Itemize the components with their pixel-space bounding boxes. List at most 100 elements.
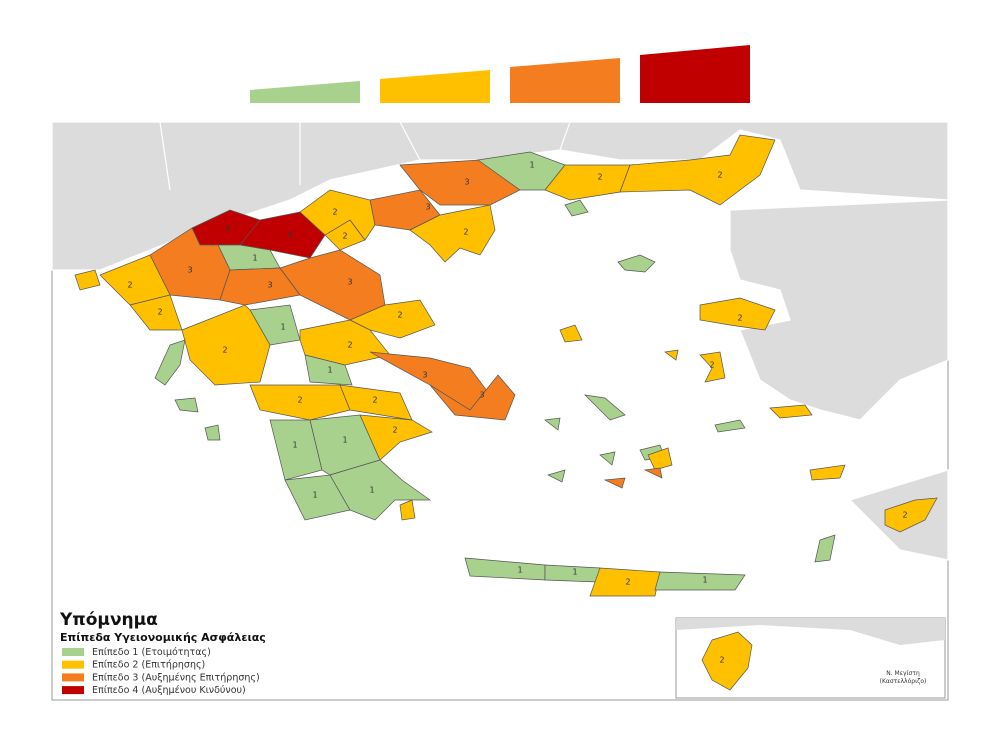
level-bars [250, 45, 750, 103]
legend-swatch [62, 686, 84, 695]
region-label: 1 [252, 254, 257, 263]
region-label: 2 [719, 656, 724, 665]
region-label: 1 [369, 486, 374, 495]
region-label: 2 [463, 228, 468, 237]
region-label: 3 [187, 266, 192, 275]
island [584, 394, 626, 421]
region-label: 2 [127, 281, 132, 290]
island [643, 467, 663, 479]
region-label: 4 [225, 224, 230, 233]
region-label: 2 [347, 341, 352, 350]
region [409, 204, 496, 263]
region-label: 2 [625, 578, 630, 587]
inset: 2 Ν. Μεγίστη (Καστελλόριζο) [675, 617, 946, 699]
island [547, 469, 566, 483]
legend: Υπόμνημα Επίπεδα Υγειονομικής Ασφάλειας … [59, 610, 266, 696]
region-label: 2 [397, 311, 402, 320]
legend-title: Υπόμνημα [59, 610, 158, 630]
legend-label: Επίπεδο 3 (Αυξημένης Επιτήρησης) [92, 672, 260, 683]
region [619, 134, 776, 206]
region-label: 1 [312, 491, 317, 500]
island [399, 499, 416, 521]
region-label: 1 [517, 566, 522, 575]
island [174, 397, 199, 413]
island [599, 451, 616, 466]
region [181, 304, 271, 386]
region-label: 2 [709, 361, 714, 370]
region [329, 459, 432, 521]
legend-swatch [62, 648, 84, 656]
island [603, 477, 626, 489]
region-label: 2 [717, 171, 722, 180]
island [559, 324, 583, 343]
land [676, 618, 945, 645]
regions: 4 4 1 3 2 2 3 3 2 3 3 1 2 2 2 2 2 1 2 2 1 3 3 2 2 1 1 1 1 2 1 1 2 1 2 2 2 [99, 134, 938, 597]
region-label: 2 [342, 232, 347, 241]
region [299, 319, 391, 366]
legend-label: Επίπεδο 4 (Αυξημένου Κινδύνου) [92, 685, 246, 696]
region-label: 1 [702, 576, 707, 585]
region-label: 3 [464, 178, 469, 187]
island [544, 417, 561, 431]
region [359, 414, 433, 461]
region-label: 2 [297, 396, 302, 405]
region [299, 189, 376, 241]
island [564, 199, 589, 217]
legend-label: Επίπεδο 1 (Ετοιμότητας) [92, 647, 211, 658]
level-bar [380, 70, 490, 103]
region-label: 1 [280, 323, 285, 332]
island [617, 254, 656, 273]
region [589, 567, 661, 597]
region [219, 267, 301, 306]
border [159, 121, 171, 191]
region [249, 384, 351, 421]
region [654, 571, 746, 591]
level-bar [510, 58, 620, 103]
island [74, 269, 101, 291]
region-label: 1 [529, 161, 534, 170]
region-label: 3 [347, 278, 352, 287]
region-label: 2 [392, 426, 397, 435]
region-label: 2 [222, 346, 227, 355]
region-label: 2 [157, 308, 162, 317]
region-label: 1 [327, 366, 332, 375]
legend-subtitle: Επίπεδα Υγειονομικής Ασφάλειας [60, 631, 266, 644]
region-label: 2 [372, 396, 377, 405]
border [399, 121, 421, 161]
region-label: 3 [479, 391, 484, 400]
region-label: 1 [292, 441, 297, 450]
region [884, 497, 938, 533]
region [304, 354, 353, 386]
island [154, 339, 186, 386]
border [559, 121, 571, 151]
region-label: 2 [332, 208, 337, 217]
region [701, 631, 753, 691]
island [769, 404, 813, 419]
legend-swatch [62, 660, 84, 669]
level-bar [640, 45, 750, 103]
inset-note: Ν. Μεγίστη [886, 670, 920, 677]
legend-items: Επίπεδο 1 (Ετοιμότητας) Επίπεδο 2 (Επιτήρ… [62, 647, 260, 696]
region-label: 2 [902, 511, 907, 520]
region-label: 3 [267, 281, 272, 290]
islands [74, 199, 846, 563]
island [714, 419, 746, 433]
region-label: 2 [597, 173, 602, 182]
legend-label: Επίπεδο 2 (Επιτήρησης) [92, 660, 205, 671]
region-label: 4 [287, 231, 292, 240]
region [429, 374, 516, 421]
region-label: 3 [422, 371, 427, 380]
neighbour-land [51, 121, 949, 561]
region-label: 3 [425, 203, 430, 212]
island [204, 424, 221, 441]
region [699, 297, 776, 331]
region-label: 1 [342, 436, 347, 445]
level-bar [250, 81, 360, 103]
island [809, 464, 846, 481]
legend-swatch [62, 673, 84, 682]
land [729, 199, 949, 421]
island [814, 534, 836, 563]
island [647, 447, 673, 471]
region [149, 227, 231, 301]
